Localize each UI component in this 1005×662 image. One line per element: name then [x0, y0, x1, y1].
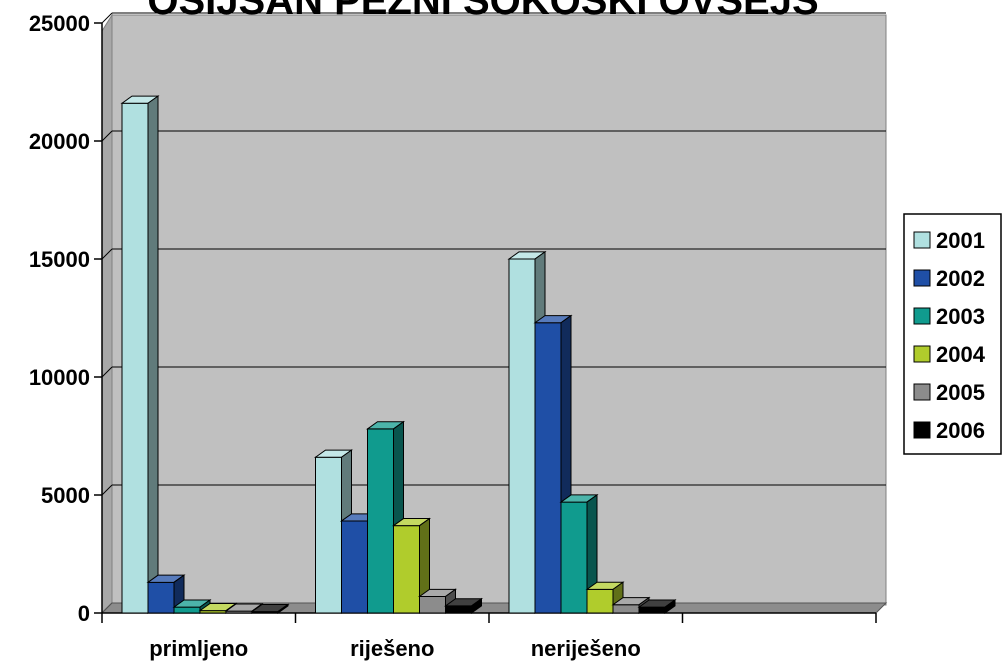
legend-label-2001: 2001 — [936, 228, 985, 253]
bar-front — [173, 606, 201, 614]
legend-label-2003: 2003 — [936, 304, 985, 329]
gridlines — [100, 12, 888, 614]
legend-label-2005: 2005 — [936, 380, 985, 405]
gridline-side — [101, 12, 113, 24]
bar-front — [341, 520, 368, 614]
bar-2004-riješeno — [391, 517, 432, 614]
legend-swatch-2002 — [913, 269, 931, 287]
bar-front — [586, 588, 614, 614]
bar-2002-primljeno — [146, 574, 186, 614]
y-tick-label: 0 — [78, 601, 90, 626]
bar-front — [121, 102, 149, 614]
legend-swatch-2003 — [913, 307, 931, 325]
bar-front — [367, 428, 394, 614]
x-category-label: riješeno — [350, 636, 434, 661]
gridline-side — [101, 130, 113, 142]
bar-2001-primljeno — [120, 95, 160, 614]
legend-swatch-2004 — [913, 345, 931, 363]
gridline-side — [101, 248, 113, 260]
y-tick-label: 10000 — [29, 365, 90, 390]
legend: 2001 2002 2003 2004 2005 2006 — [903, 213, 1002, 455]
y-tick-label: 5000 — [41, 483, 90, 508]
legend-label-2006: 2006 — [936, 418, 985, 443]
y-axis-ticks: 0 5000 10000 15000 20000 25000 — [29, 11, 102, 626]
legend-swatch-2005 — [913, 383, 931, 401]
bar-front — [560, 501, 588, 614]
bars — [120, 95, 677, 614]
bar-2006-primljeno — [250, 603, 290, 614]
bar-front — [393, 525, 420, 614]
plot-side-wall — [101, 13, 113, 615]
bar-side — [664, 598, 676, 614]
legend-label-2002: 2002 — [936, 266, 985, 291]
bar-front — [612, 604, 640, 614]
x-axis-labels: primljeno riješeno neriješeno — [149, 636, 641, 661]
legend-box — [903, 213, 1002, 455]
bar-2001-riješeno — [313, 449, 354, 614]
bar-front — [638, 606, 666, 614]
gridline-side — [101, 484, 113, 496]
bar-front — [445, 605, 472, 614]
bar-side — [147, 95, 159, 614]
bar-2003-neriješeno — [559, 493, 599, 614]
bar-front — [315, 456, 342, 614]
bar-2006-riješeno — [443, 597, 484, 614]
x-category-label: primljeno — [149, 636, 248, 661]
legend-swatch-2006 — [913, 421, 931, 439]
plot-area — [101, 13, 887, 615]
y-tick-label: 15000 — [29, 247, 90, 272]
bar-front — [147, 581, 175, 614]
x-category-label: neriješeno — [531, 636, 641, 661]
y-tick-label: 20000 — [29, 129, 90, 154]
y-tick-label: 25000 — [29, 11, 90, 36]
bar-front — [508, 258, 536, 614]
plot-back-wall — [111, 14, 887, 606]
bar-side — [277, 603, 289, 614]
legend-swatch-2001 — [913, 231, 931, 249]
bar-front — [534, 322, 562, 614]
bar-front — [419, 595, 446, 614]
bar-2006-neriješeno — [637, 598, 677, 614]
gridline-side — [101, 366, 113, 378]
bar-side — [471, 597, 482, 614]
legend-label-2004: 2004 — [936, 342, 986, 367]
